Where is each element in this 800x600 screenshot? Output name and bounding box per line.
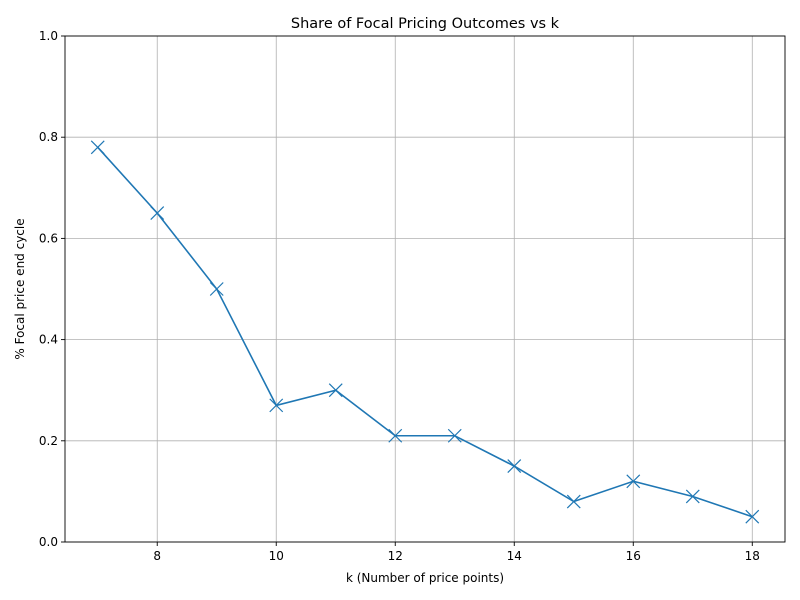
data-point	[566, 494, 581, 509]
y-tick-label: 0.2	[39, 434, 58, 448]
data-point	[507, 459, 522, 474]
plot-frame	[64, 35, 786, 543]
x-tick-label: 10	[269, 549, 284, 563]
x-tick-label: 12	[388, 549, 403, 563]
data-point	[90, 140, 105, 155]
x-tick-label: 14	[507, 549, 522, 563]
chart-title: Share of Focal Pricing Outcomes vs k	[291, 16, 560, 32]
data-point	[150, 206, 165, 221]
data-point	[745, 509, 760, 524]
grid-layer	[65, 35, 785, 543]
series-line	[97, 146, 753, 518]
x-tick-label: 16	[626, 549, 641, 563]
y-tick-label: 0.6	[39, 231, 58, 245]
x-tick-label: 18	[745, 549, 760, 563]
y-axis-label: % Focal price end cycle	[13, 218, 27, 359]
y-tick-label: 0.8	[39, 130, 58, 144]
x-tick-label: 8	[153, 549, 161, 563]
y-tick-label: 1.0	[39, 29, 58, 43]
data-point	[388, 428, 403, 443]
x-axis-label: k (Number of price points)	[346, 571, 504, 585]
ticks-layer: 8 10 12 14 16 18 0.0 0.2 0.4 0.6 0.8 1.0	[39, 29, 760, 563]
data-point	[626, 474, 641, 489]
y-tick-label: 0.0	[39, 535, 58, 549]
data-point	[269, 398, 284, 413]
y-tick-label: 0.4	[39, 333, 58, 347]
data-point	[328, 383, 343, 398]
data-point	[209, 282, 224, 296]
series-layer	[90, 140, 760, 524]
data-point	[685, 489, 700, 504]
data-point	[447, 428, 462, 443]
